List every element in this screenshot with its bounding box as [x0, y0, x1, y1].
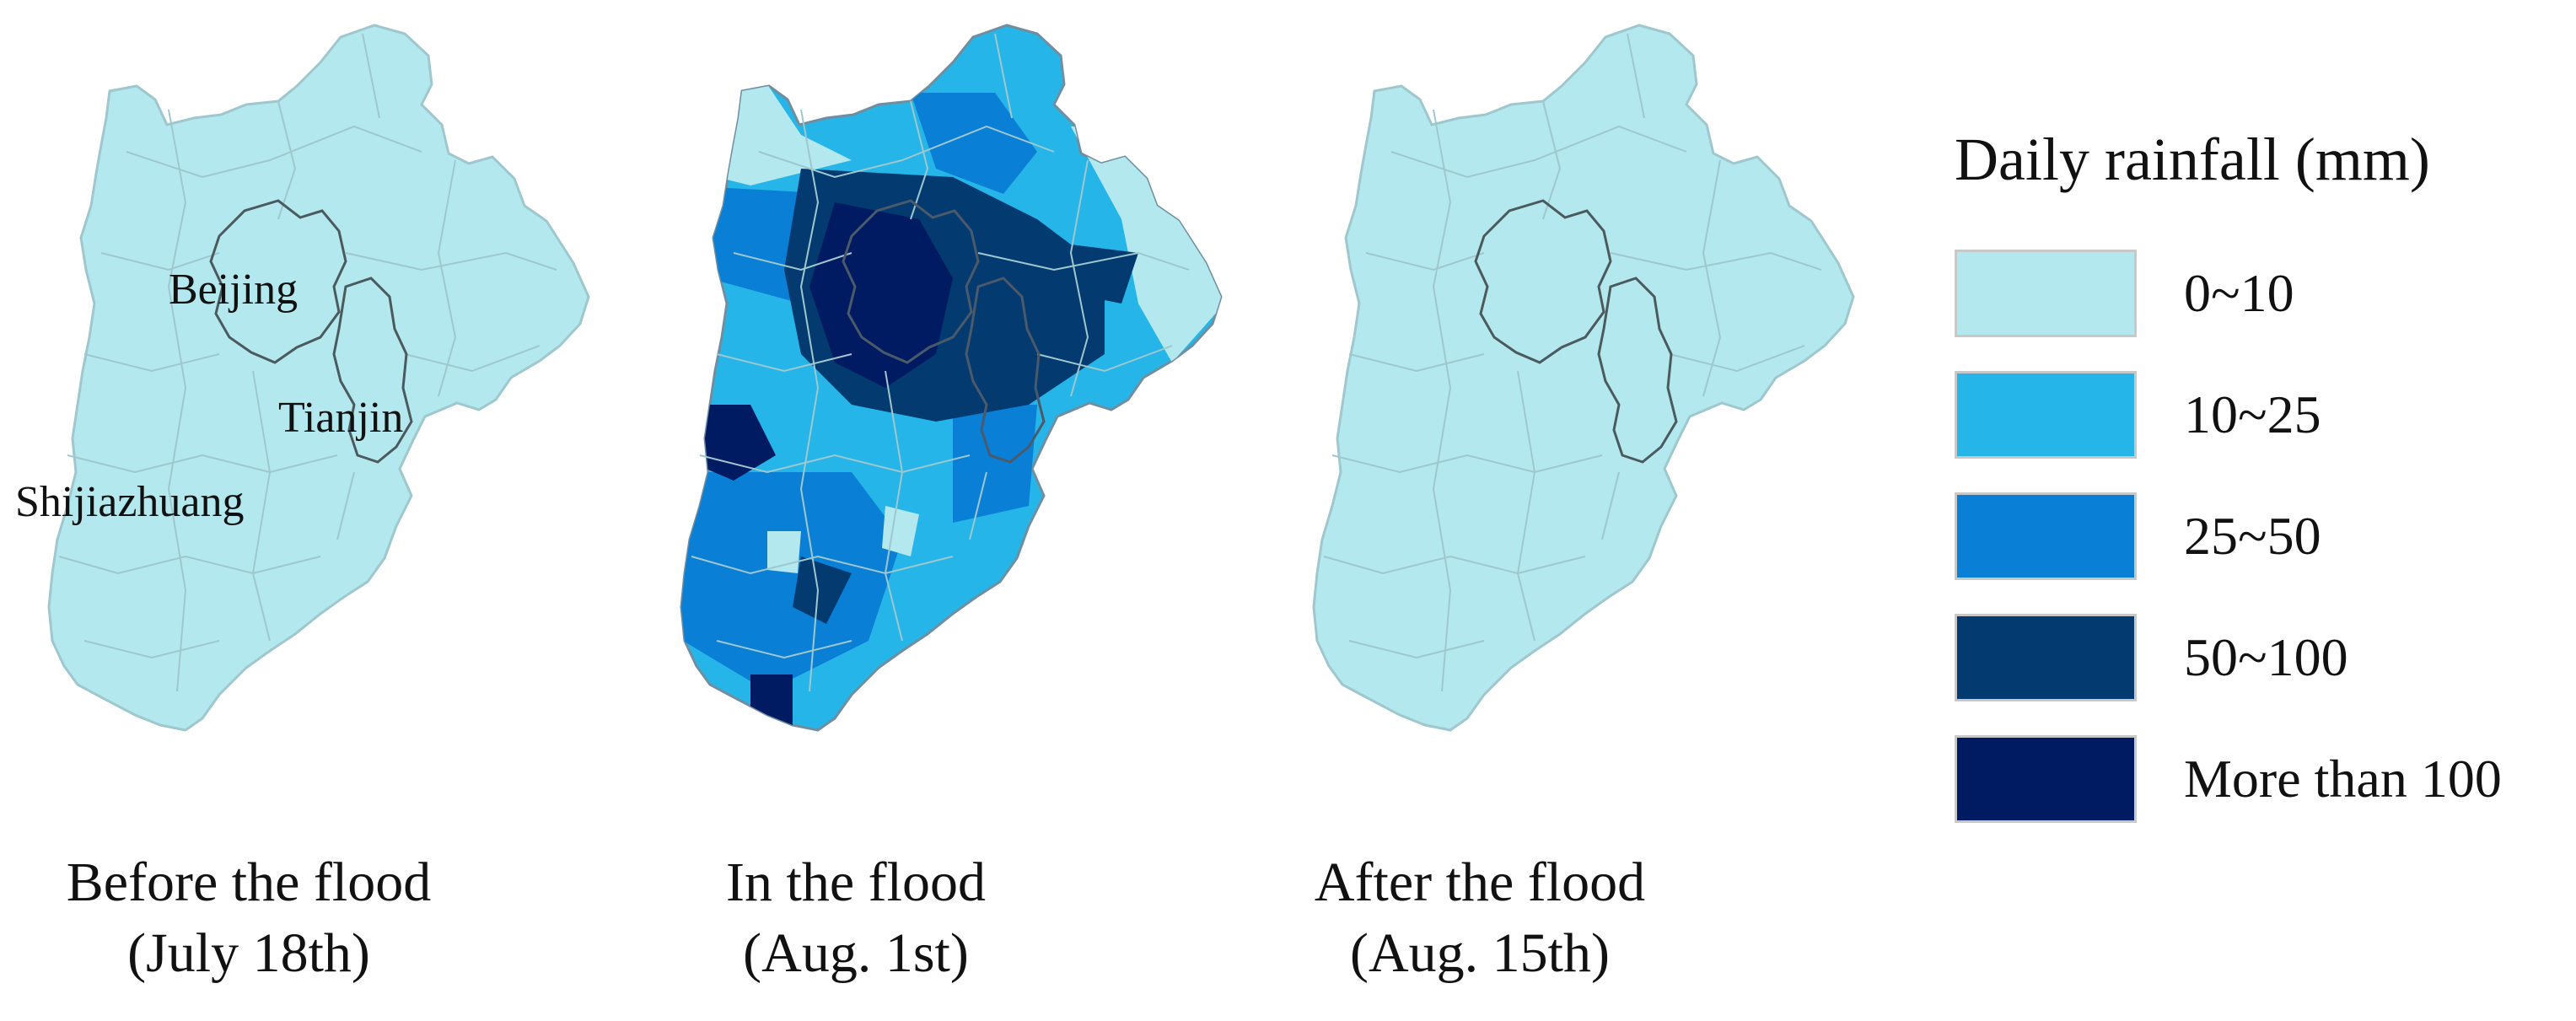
legend-title: Daily rainfall (mm) [1955, 126, 2430, 193]
legend-label: 10~25 [2184, 384, 2321, 444]
legend-label: 25~50 [2184, 506, 2321, 566]
legend-swatch [1955, 250, 2137, 337]
caption-in-line1: In the flood [726, 852, 986, 913]
caption-before-line1: Before the flood [66, 852, 432, 913]
legend-item-50-100: 50~100 [1955, 614, 2348, 701]
legend-item-more-than-100: More than 100 [1955, 735, 2502, 823]
legend-item-10-25: 10~25 [1955, 371, 2321, 459]
map-in-flood [680, 24, 1223, 732]
legend-swatch [1955, 492, 2137, 580]
caption-before-line2: (July 18th) [127, 922, 370, 984]
caption-after-line2: (Aug. 15th) [1350, 922, 1610, 984]
caption-after-flood: After the flood (Aug. 15th) [1159, 847, 1800, 989]
legend-item-25-50: 25~50 [1955, 492, 2321, 580]
legend-label: 0~10 [2184, 263, 2294, 323]
legend-label: 50~100 [2184, 627, 2348, 687]
city-label-shijiazhuang: Shijiazhuang [15, 478, 245, 526]
map-after-flood [1312, 24, 1855, 732]
legend-item-0-10: 0~10 [1955, 250, 2294, 337]
city-label-tianjin: Tianjin [278, 394, 403, 442]
legend-swatch [1955, 735, 2137, 823]
map-before-flood: Beijing Tianjin Shijiazhuang [15, 24, 590, 732]
city-label-beijing: Beijing [169, 266, 298, 314]
legend-swatch [1955, 371, 2137, 459]
caption-in-line2: (Aug. 1st) [743, 922, 969, 984]
legend-label: More than 100 [2184, 749, 2502, 809]
caption-before-flood: Before the flood (July 18th) [0, 847, 569, 989]
legend-swatch [1955, 614, 2137, 701]
caption-after-line1: After the flood [1314, 852, 1646, 913]
caption-in-flood: In the flood (Aug. 1st) [535, 847, 1176, 989]
